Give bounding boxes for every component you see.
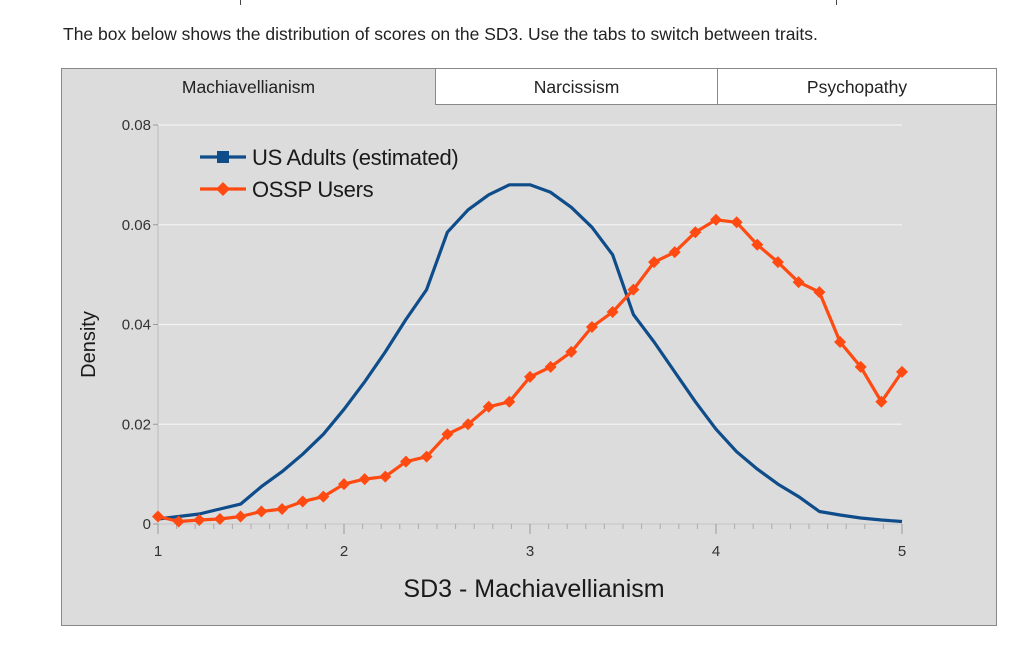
data-point-ossp-users — [276, 503, 289, 516]
data-point-ossp-users — [648, 256, 661, 269]
data-point-ossp-users — [565, 345, 578, 358]
density-chart: 0 0.02 0.04 0.06 0.08 1 2 3 4 5 SD3 - Machiavellia… — [78, 117, 908, 603]
legend-label-us-adults: US Adults (estimated) — [252, 145, 458, 170]
data-point-ossp-users — [751, 238, 764, 251]
data-point-ossp-users — [213, 513, 226, 526]
data-point-ossp-users — [585, 320, 598, 333]
x-tick-label: 3 — [526, 543, 534, 560]
data-point-ossp-users — [854, 360, 867, 373]
top-tick — [240, 0, 241, 5]
data-point-ossp-users — [172, 515, 185, 528]
x-tick-label: 2 — [340, 543, 348, 560]
data-point-ossp-users — [896, 365, 908, 378]
data-point-ossp-users — [813, 286, 826, 299]
data-point-ossp-users — [875, 395, 888, 408]
data-point-ossp-users — [668, 246, 681, 259]
y-tick-label: 0 — [143, 516, 151, 533]
legend-marker-us-adults — [217, 151, 229, 163]
data-point-ossp-users — [420, 450, 433, 463]
data-point-ossp-users — [792, 276, 805, 289]
data-point-ossp-users — [152, 510, 164, 523]
legend-marker-ossp-users — [216, 182, 230, 196]
data-point-ossp-users — [627, 283, 640, 296]
data-point-ossp-users — [358, 473, 371, 486]
tab-narcissism[interactable]: Narcissism — [435, 69, 717, 105]
data-point-ossp-users — [399, 455, 412, 468]
data-point-ossp-users — [710, 213, 722, 226]
series-line-us-adults — [157, 183, 903, 524]
data-point-ossp-users — [338, 478, 350, 491]
legend-label-ossp-users: OSSP Users — [252, 177, 374, 202]
data-point-ossp-users — [317, 490, 330, 503]
data-point-ossp-users — [834, 335, 847, 348]
top-ticks — [0, 0, 1018, 6]
data-point-ossp-users — [255, 505, 268, 518]
data-point-ossp-users — [296, 495, 309, 508]
trait-tabs: Machiavellianism Narcissism Psychopathy — [62, 69, 996, 105]
y-tick-label: 0.06 — [122, 217, 151, 234]
tab-psychopathy[interactable]: Psychopathy — [717, 69, 996, 105]
data-point-ossp-users — [771, 256, 784, 269]
intro-text: The box below shows the distribution of … — [63, 24, 818, 44]
data-point-ossp-users — [689, 226, 702, 239]
data-point-ossp-users — [234, 510, 247, 523]
data-point-ossp-users — [379, 470, 392, 483]
data-point-ossp-users — [441, 428, 454, 441]
x-tick-label: 4 — [712, 543, 720, 560]
data-point-ossp-users — [503, 395, 516, 408]
chart-panel: Machiavellianism Narcissism Psychopathy … — [61, 68, 997, 626]
y-axis-title: Density — [78, 311, 100, 378]
tab-machiavellianism[interactable]: Machiavellianism — [62, 69, 435, 105]
data-point-ossp-users — [730, 216, 743, 229]
y-tick-label: 0.04 — [122, 317, 151, 334]
y-tick-label: 0.08 — [122, 117, 151, 134]
x-axis-title: SD3 - Machiavellianism — [403, 575, 664, 603]
y-tick-label: 0.02 — [122, 416, 151, 433]
data-point-ossp-users — [462, 418, 475, 431]
data-point-ossp-users — [193, 514, 206, 527]
data-point-ossp-users — [544, 360, 557, 373]
data-point-ossp-users — [482, 400, 495, 413]
top-tick — [836, 0, 837, 5]
data-point-ossp-users — [524, 370, 536, 383]
x-tick-label: 5 — [898, 543, 906, 560]
data-point-ossp-users — [606, 306, 619, 319]
x-tick-label: 1 — [154, 543, 162, 560]
